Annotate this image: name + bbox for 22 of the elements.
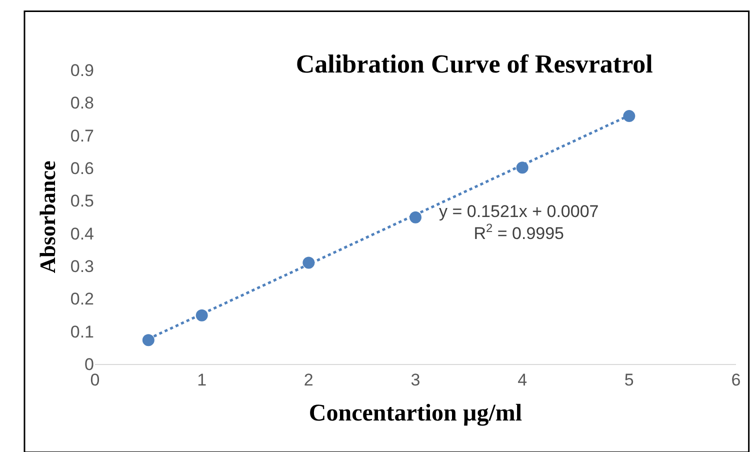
y-tick-label: 0 — [84, 354, 94, 374]
y-tick-label: 0.8 — [70, 94, 94, 113]
y-tick-label: 0.1 — [70, 322, 94, 342]
y-tick-label: 0.7 — [70, 126, 94, 146]
chart-title: Calibration Curve of Resvratrol — [296, 49, 653, 78]
x-axis-title: Concentartion µg/ml — [308, 400, 522, 427]
x-tick-label: 4 — [518, 370, 528, 390]
point — [142, 334, 154, 346]
x-tick-label: 2 — [304, 370, 314, 390]
y-tick-label: 0.9 — [70, 60, 94, 80]
y-tick-label: 0.6 — [70, 158, 94, 178]
x-tick-label: 5 — [624, 370, 634, 390]
y-tick-label: 0.3 — [70, 256, 94, 276]
x-tick-label: 3 — [410, 370, 420, 390]
x-tick-label: 6 — [731, 370, 741, 390]
y-tick-label: 0.2 — [70, 290, 94, 309]
point — [623, 110, 636, 122]
y-axis-title: Absorbance — [35, 160, 60, 274]
y-tick-label: 0.5 — [70, 192, 94, 211]
x-tick-label: 1 — [197, 370, 207, 390]
y-tick-label: 0.4 — [70, 224, 94, 244]
annotation: y = 0.1521x + 0.0007 R$^{2}$ = 0.9995 — [439, 202, 599, 244]
